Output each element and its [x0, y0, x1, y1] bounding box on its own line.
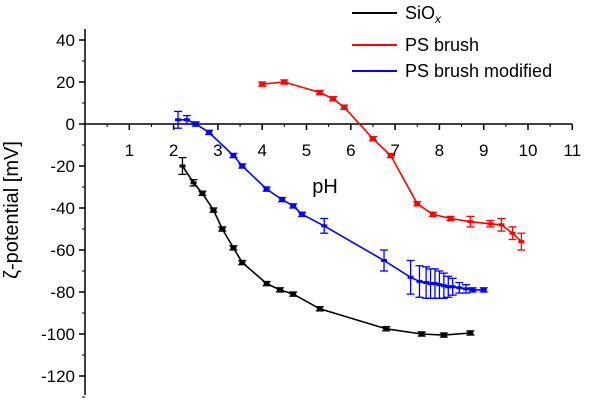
- x-tick-label: 6: [346, 141, 355, 160]
- data-point-siox: [440, 333, 447, 337]
- data-point-ps-brush-modified: [416, 280, 423, 283]
- data-point-ps-brush-modified: [440, 284, 447, 288]
- data-point-ps-brush-modified: [192, 122, 199, 126]
- legend: SiOx PS brush PS brush modified: [352, 3, 552, 81]
- data-point-ps-brush-modified: [381, 259, 388, 262]
- data-point-ps-brush-modified: [206, 130, 213, 134]
- data-point-siox: [467, 331, 474, 335]
- x-tick-label: 1: [125, 141, 134, 160]
- legend-label-ps-brush: PS brush: [405, 35, 479, 55]
- legend-item-ps-brush: PS brush: [352, 35, 479, 55]
- data-point-ps-brush: [414, 202, 421, 206]
- series-siox: [178, 156, 475, 338]
- data-point-ps-brush-modified: [263, 187, 270, 191]
- legend-item-ps-brush-modified: PS brush modified: [352, 61, 552, 81]
- data-point-ps-brush-modified: [445, 285, 452, 289]
- legend-label-sio-x-subscript: x: [434, 12, 442, 26]
- plot-area: 1 2 3 4 5 6 7 8 9 10 11 40 20 0 -20 -40 -60 -80 -100 -120: [41, 29, 581, 398]
- data-point-ps-brush-modified: [480, 288, 487, 292]
- legend-item-sio-x: SiOx: [352, 3, 442, 26]
- series-ps-brush: [258, 79, 526, 251]
- series-ps-brush-modified: [174, 110, 488, 299]
- data-point-ps-brush: [387, 154, 394, 157]
- y-tick-label: 20: [56, 73, 75, 92]
- y-tick-label: -40: [50, 199, 75, 218]
- data-point-ps-brush: [509, 231, 516, 235]
- data-point-siox: [199, 191, 206, 195]
- x-tick-label: 3: [213, 141, 222, 160]
- data-point-siox: [290, 292, 297, 296]
- x-tick-label: 8: [435, 141, 444, 160]
- data-point-ps-brush-modified: [427, 282, 434, 286]
- data-point-ps-brush: [498, 223, 505, 227]
- data-point-ps-brush-modified: [290, 204, 297, 208]
- data-point-siox: [219, 227, 226, 231]
- legend-label-sio-x: SiOx: [405, 3, 442, 26]
- data-point-ps-brush-modified: [321, 224, 328, 228]
- y-tick-label: -100: [41, 325, 75, 344]
- x-tick-label: 11: [563, 141, 581, 160]
- data-point-ps-brush: [259, 82, 266, 86]
- data-point-siox: [239, 261, 246, 265]
- data-point-ps-brush-modified: [175, 118, 182, 122]
- data-point-ps-brush-modified: [423, 281, 430, 285]
- data-point-ps-brush: [281, 80, 288, 84]
- data-point-siox: [179, 164, 186, 168]
- data-point-ps-brush-modified: [431, 282, 438, 286]
- y-tick-label: -60: [50, 241, 75, 260]
- data-point-siox: [210, 208, 217, 212]
- data-point-siox: [190, 181, 197, 185]
- legend-label-ps-brush-modified: PS brush modified: [405, 61, 552, 81]
- data-point-ps-brush: [447, 217, 454, 220]
- y-tick-label: -120: [41, 367, 75, 386]
- data-point-ps-brush: [330, 97, 337, 101]
- data-point-ps-brush: [487, 222, 494, 226]
- data-point-ps-brush: [518, 240, 525, 244]
- data-point-ps-brush-modified: [279, 198, 286, 202]
- x-tick-label: 9: [479, 141, 488, 160]
- y-axis-title: ζ-potential [mV]: [1, 141, 23, 279]
- data-point-ps-brush-modified: [299, 212, 306, 216]
- data-point-ps-brush: [429, 212, 436, 216]
- data-point-siox: [383, 327, 390, 331]
- data-point-ps-brush: [341, 105, 348, 109]
- data-point-ps-brush-modified: [436, 283, 443, 287]
- y-tick-label: 0: [66, 115, 75, 134]
- series-layer: [174, 79, 526, 338]
- data-point-siox: [418, 332, 425, 336]
- data-point-ps-brush-modified: [183, 118, 190, 122]
- x-tick-label: 5: [302, 141, 311, 160]
- data-point-ps-brush-modified: [462, 287, 469, 291]
- data-point-ps-brush-modified: [407, 275, 414, 279]
- data-point-ps-brush: [316, 91, 323, 94]
- data-point-ps-brush-modified: [456, 286, 463, 290]
- y-tick-label: -20: [50, 157, 75, 176]
- data-point-ps-brush: [369, 137, 376, 141]
- x-tick-label: 2: [169, 141, 178, 160]
- data-point-ps-brush: [467, 220, 474, 224]
- series-line-ps-brush: [262, 81, 522, 243]
- x-tick-label: 7: [390, 141, 399, 160]
- data-point-siox: [230, 246, 237, 250]
- y-tick-label: 40: [56, 31, 75, 50]
- data-point-ps-brush-modified: [230, 154, 237, 157]
- x-axis-title: pH: [312, 176, 338, 198]
- data-point-ps-brush-modified: [239, 164, 246, 168]
- x-tick-label: 4: [257, 141, 266, 160]
- legend-label-sio-x-main: SiO: [405, 3, 435, 23]
- data-point-siox: [316, 307, 323, 311]
- data-point-siox: [276, 288, 283, 292]
- data-point-ps-brush-modified: [449, 285, 456, 289]
- y-tick-label: -80: [50, 283, 75, 302]
- data-point-ps-brush-modified: [469, 288, 476, 292]
- x-tick-label: 10: [519, 141, 538, 160]
- data-point-siox: [263, 282, 270, 286]
- y-axis-ticks: 40 20 0 -20 -40 -60 -80 -100 -120: [41, 31, 85, 398]
- x-axis-ticks: 1 2 3 4 5 6 7 8 9 10 11: [106, 124, 581, 160]
